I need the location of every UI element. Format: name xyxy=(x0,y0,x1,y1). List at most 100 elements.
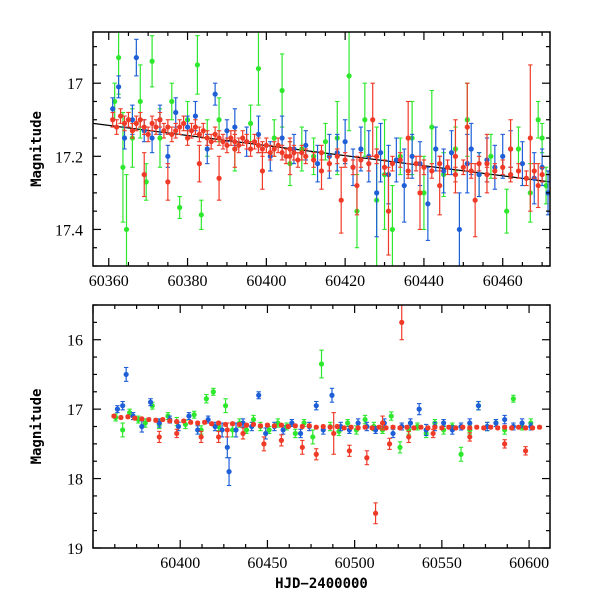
data-point xyxy=(229,421,236,427)
data-point xyxy=(247,120,254,127)
data-point xyxy=(484,161,490,167)
data-point xyxy=(127,410,133,416)
data-point xyxy=(405,135,411,141)
data-point xyxy=(417,190,423,196)
data-point xyxy=(116,54,122,61)
data-point xyxy=(388,413,394,419)
data-point xyxy=(488,424,494,430)
data-point xyxy=(224,427,230,433)
y-tick-label: 19 xyxy=(67,541,83,558)
data-point xyxy=(460,164,466,170)
data-point xyxy=(279,87,285,94)
data-point xyxy=(362,424,368,430)
data-point xyxy=(256,392,262,398)
data-point xyxy=(297,430,304,437)
data-point xyxy=(224,142,230,148)
data-point xyxy=(240,430,246,437)
data-point xyxy=(120,427,126,433)
data-point xyxy=(452,153,459,159)
data-point xyxy=(397,425,403,431)
data-point xyxy=(543,182,549,189)
data-point xyxy=(177,204,183,211)
top-panel: 60360 60380 60400 60420 60440 60460 17 17.2 17.4… xyxy=(29,31,551,290)
data-point xyxy=(531,168,537,174)
data-point xyxy=(291,150,297,156)
data-point xyxy=(437,182,443,189)
data-point xyxy=(257,423,264,429)
data-point xyxy=(397,157,403,163)
data-point xyxy=(250,421,257,428)
data-point xyxy=(413,161,419,167)
data-point xyxy=(216,117,222,123)
data-point xyxy=(153,124,159,130)
data-point xyxy=(418,424,424,430)
data-point xyxy=(377,150,384,156)
data-point xyxy=(139,423,145,430)
series-0 xyxy=(112,32,549,266)
data-point xyxy=(244,139,250,145)
data-point xyxy=(500,164,506,170)
data-point xyxy=(173,128,179,134)
data-point xyxy=(458,451,464,457)
data-point xyxy=(355,425,361,431)
data-point xyxy=(129,117,135,123)
data-point xyxy=(198,434,204,440)
data-point xyxy=(173,109,179,116)
data-point xyxy=(149,135,155,141)
data-point xyxy=(184,124,191,130)
data-point xyxy=(149,120,155,127)
data-point xyxy=(500,153,506,159)
data-point xyxy=(259,168,266,174)
data-point xyxy=(318,168,325,174)
x-axis-title: HJD−2400000 xyxy=(275,576,368,592)
data-point xyxy=(188,419,194,425)
data-point xyxy=(474,424,480,430)
y-axis-title: Magnitude xyxy=(29,111,45,187)
x-tick-label: 60360 xyxy=(89,273,129,290)
data-point xyxy=(116,84,122,90)
data-point xyxy=(389,226,396,233)
data-point xyxy=(209,421,215,427)
data-point xyxy=(472,197,478,203)
data-point xyxy=(313,403,319,409)
data-point xyxy=(529,425,536,431)
data-point xyxy=(467,420,473,426)
y-tick-label: 17.2 xyxy=(55,149,83,166)
data-point xyxy=(492,168,498,174)
data-point xyxy=(338,197,344,203)
data-point xyxy=(430,430,436,437)
y-tick-label: 17 xyxy=(67,402,83,419)
data-point xyxy=(509,425,515,431)
data-point xyxy=(118,414,124,421)
data-point xyxy=(464,124,470,130)
data-point xyxy=(345,420,351,426)
data-point xyxy=(334,423,340,430)
data-point xyxy=(429,124,435,130)
x-tick-label: 60500 xyxy=(335,555,375,572)
data-point xyxy=(527,135,533,141)
data-point xyxy=(263,430,269,437)
y-tick-label: 16 xyxy=(67,333,83,350)
x-tick-label: 60460 xyxy=(483,273,523,290)
data-point xyxy=(141,171,147,178)
data-point xyxy=(341,425,347,431)
data-point xyxy=(236,421,243,428)
data-point xyxy=(389,161,396,167)
data-point xyxy=(161,128,167,134)
data-point xyxy=(313,424,319,430)
y-axis-title: Magnitude xyxy=(29,389,45,465)
data-point xyxy=(110,106,116,112)
data-point xyxy=(468,168,474,174)
data-point xyxy=(147,399,154,405)
data-point xyxy=(192,113,199,119)
data-point xyxy=(383,425,389,431)
data-point xyxy=(194,62,201,68)
data-point xyxy=(255,65,262,72)
data-point xyxy=(411,425,417,431)
data-point xyxy=(226,469,232,475)
data-point xyxy=(203,396,209,402)
data-point xyxy=(121,135,128,141)
data-point xyxy=(401,182,407,189)
data-point xyxy=(364,455,370,461)
plot-area xyxy=(93,32,550,266)
